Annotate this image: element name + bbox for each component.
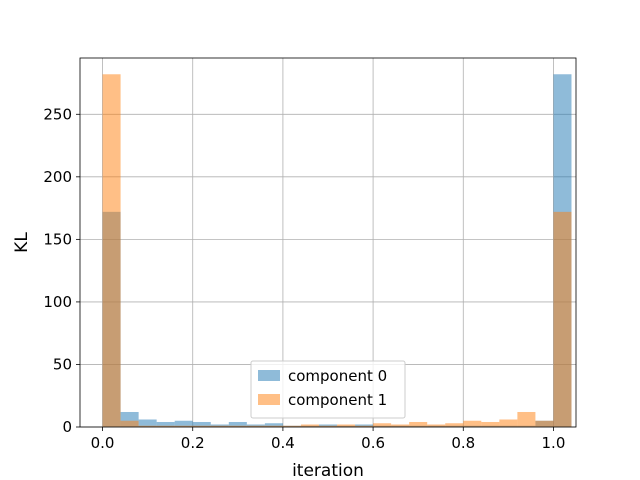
bar-series-0 [192, 421, 211, 427]
bar-series-1 [264, 425, 283, 427]
bar-series-1 [174, 425, 193, 427]
x-tick-label: 0.8 [451, 434, 475, 452]
bar-series-1 [409, 421, 428, 427]
bar-series-1 [337, 424, 356, 427]
histogram-bars [102, 74, 572, 427]
bar-series-1 [156, 425, 175, 427]
bar-series-1 [102, 74, 121, 427]
bar-series-1 [481, 421, 500, 427]
legend-swatch [258, 394, 280, 405]
bar-series-1 [192, 425, 211, 427]
bar-series-1 [138, 425, 157, 427]
y-tick-label: 50 [53, 355, 72, 373]
bar-series-1 [517, 411, 536, 427]
bar-series-1 [246, 425, 265, 427]
y-tick-label: 0 [62, 418, 72, 436]
bar-series-0 [138, 419, 157, 427]
x-tick-label: 0.4 [271, 434, 295, 452]
bar-series-1 [427, 424, 446, 427]
legend-box [250, 360, 406, 419]
bar-series-1 [499, 419, 518, 427]
bar-series-1 [210, 425, 229, 427]
bar-series-1 [120, 420, 139, 427]
x-tick-label: 0.0 [91, 434, 115, 452]
y-axis-label: KL [12, 232, 32, 253]
bar-series-1 [463, 420, 482, 427]
bar-series-1 [391, 424, 410, 427]
bar-series-1 [445, 423, 464, 427]
y-tick-label: 200 [43, 168, 72, 186]
axis-ticks: 0.0 0.2 0.4 0.6 0.8 1.0 0 50 100 150 200 250 [43, 105, 565, 452]
bar-series-1 [553, 211, 572, 427]
bar-series-1 [228, 425, 247, 427]
bar-series-0 [228, 421, 247, 427]
bar-series-0 [174, 420, 193, 427]
bar-series-1 [373, 423, 392, 427]
x-tick-label: 0.2 [181, 434, 205, 452]
y-tick-label: 100 [43, 293, 72, 311]
legend-swatch [258, 370, 280, 381]
bar-series-1 [318, 425, 338, 427]
bar-series-0 [156, 421, 175, 427]
plot-frame [79, 57, 577, 428]
bar-series-1 [300, 424, 319, 427]
bar-series-1 [535, 420, 554, 427]
y-tick-label: 250 [43, 105, 72, 123]
bar-series-1 [282, 425, 301, 427]
legend-label: component 0 [288, 367, 387, 385]
legend: component 0 component 1 [250, 360, 406, 419]
x-tick-label: 0.6 [361, 434, 385, 452]
bar-series-0 [264, 423, 283, 427]
x-tick-label: 1.0 [542, 434, 566, 452]
bar-series-1 [355, 425, 374, 427]
legend-label: component 1 [288, 391, 387, 409]
x-axis-label: iteration [292, 461, 364, 480]
y-tick-label: 150 [43, 230, 72, 248]
